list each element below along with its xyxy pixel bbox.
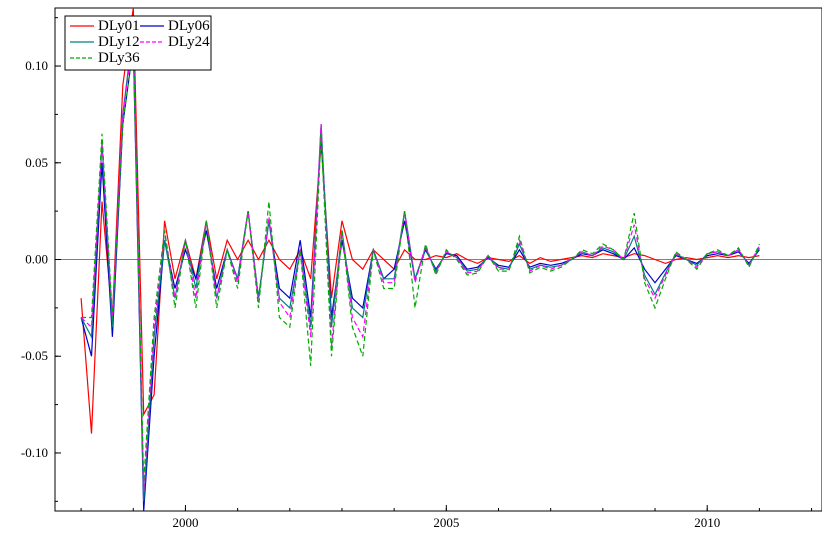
x-axis: 2000 2005 2010 (80, 505, 813, 530)
y-tick-label: 0.05 (25, 155, 48, 170)
x-tick-label: 2005 (433, 515, 459, 530)
legend: DLy01 DLy06 DLy12 DLy24 DLy36 (64, 15, 212, 71)
series-line-dly01 (80, 7, 760, 434)
x-tick-label: 2010 (694, 515, 720, 530)
legend-label: DLy01 (98, 18, 140, 34)
y-tick-label: 0.10 (25, 58, 48, 73)
legend-label: DLy36 (98, 50, 140, 66)
y-tick-label: 0.00 (25, 252, 48, 267)
y-tick-label: -0.10 (21, 445, 48, 460)
legend-label: DLy06 (168, 18, 210, 34)
y-tick-label: -0.05 (21, 348, 48, 363)
x-tick-label: 2000 (172, 515, 198, 530)
legend-box (64, 15, 212, 71)
legend-label: DLy24 (168, 34, 210, 50)
legend-label: DLy12 (98, 34, 140, 50)
y-axis: 0.10 0.05 0.00 -0.05 -0.10 (21, 17, 61, 502)
series-layer (80, 7, 760, 512)
series-line-dly24 (80, 36, 760, 492)
